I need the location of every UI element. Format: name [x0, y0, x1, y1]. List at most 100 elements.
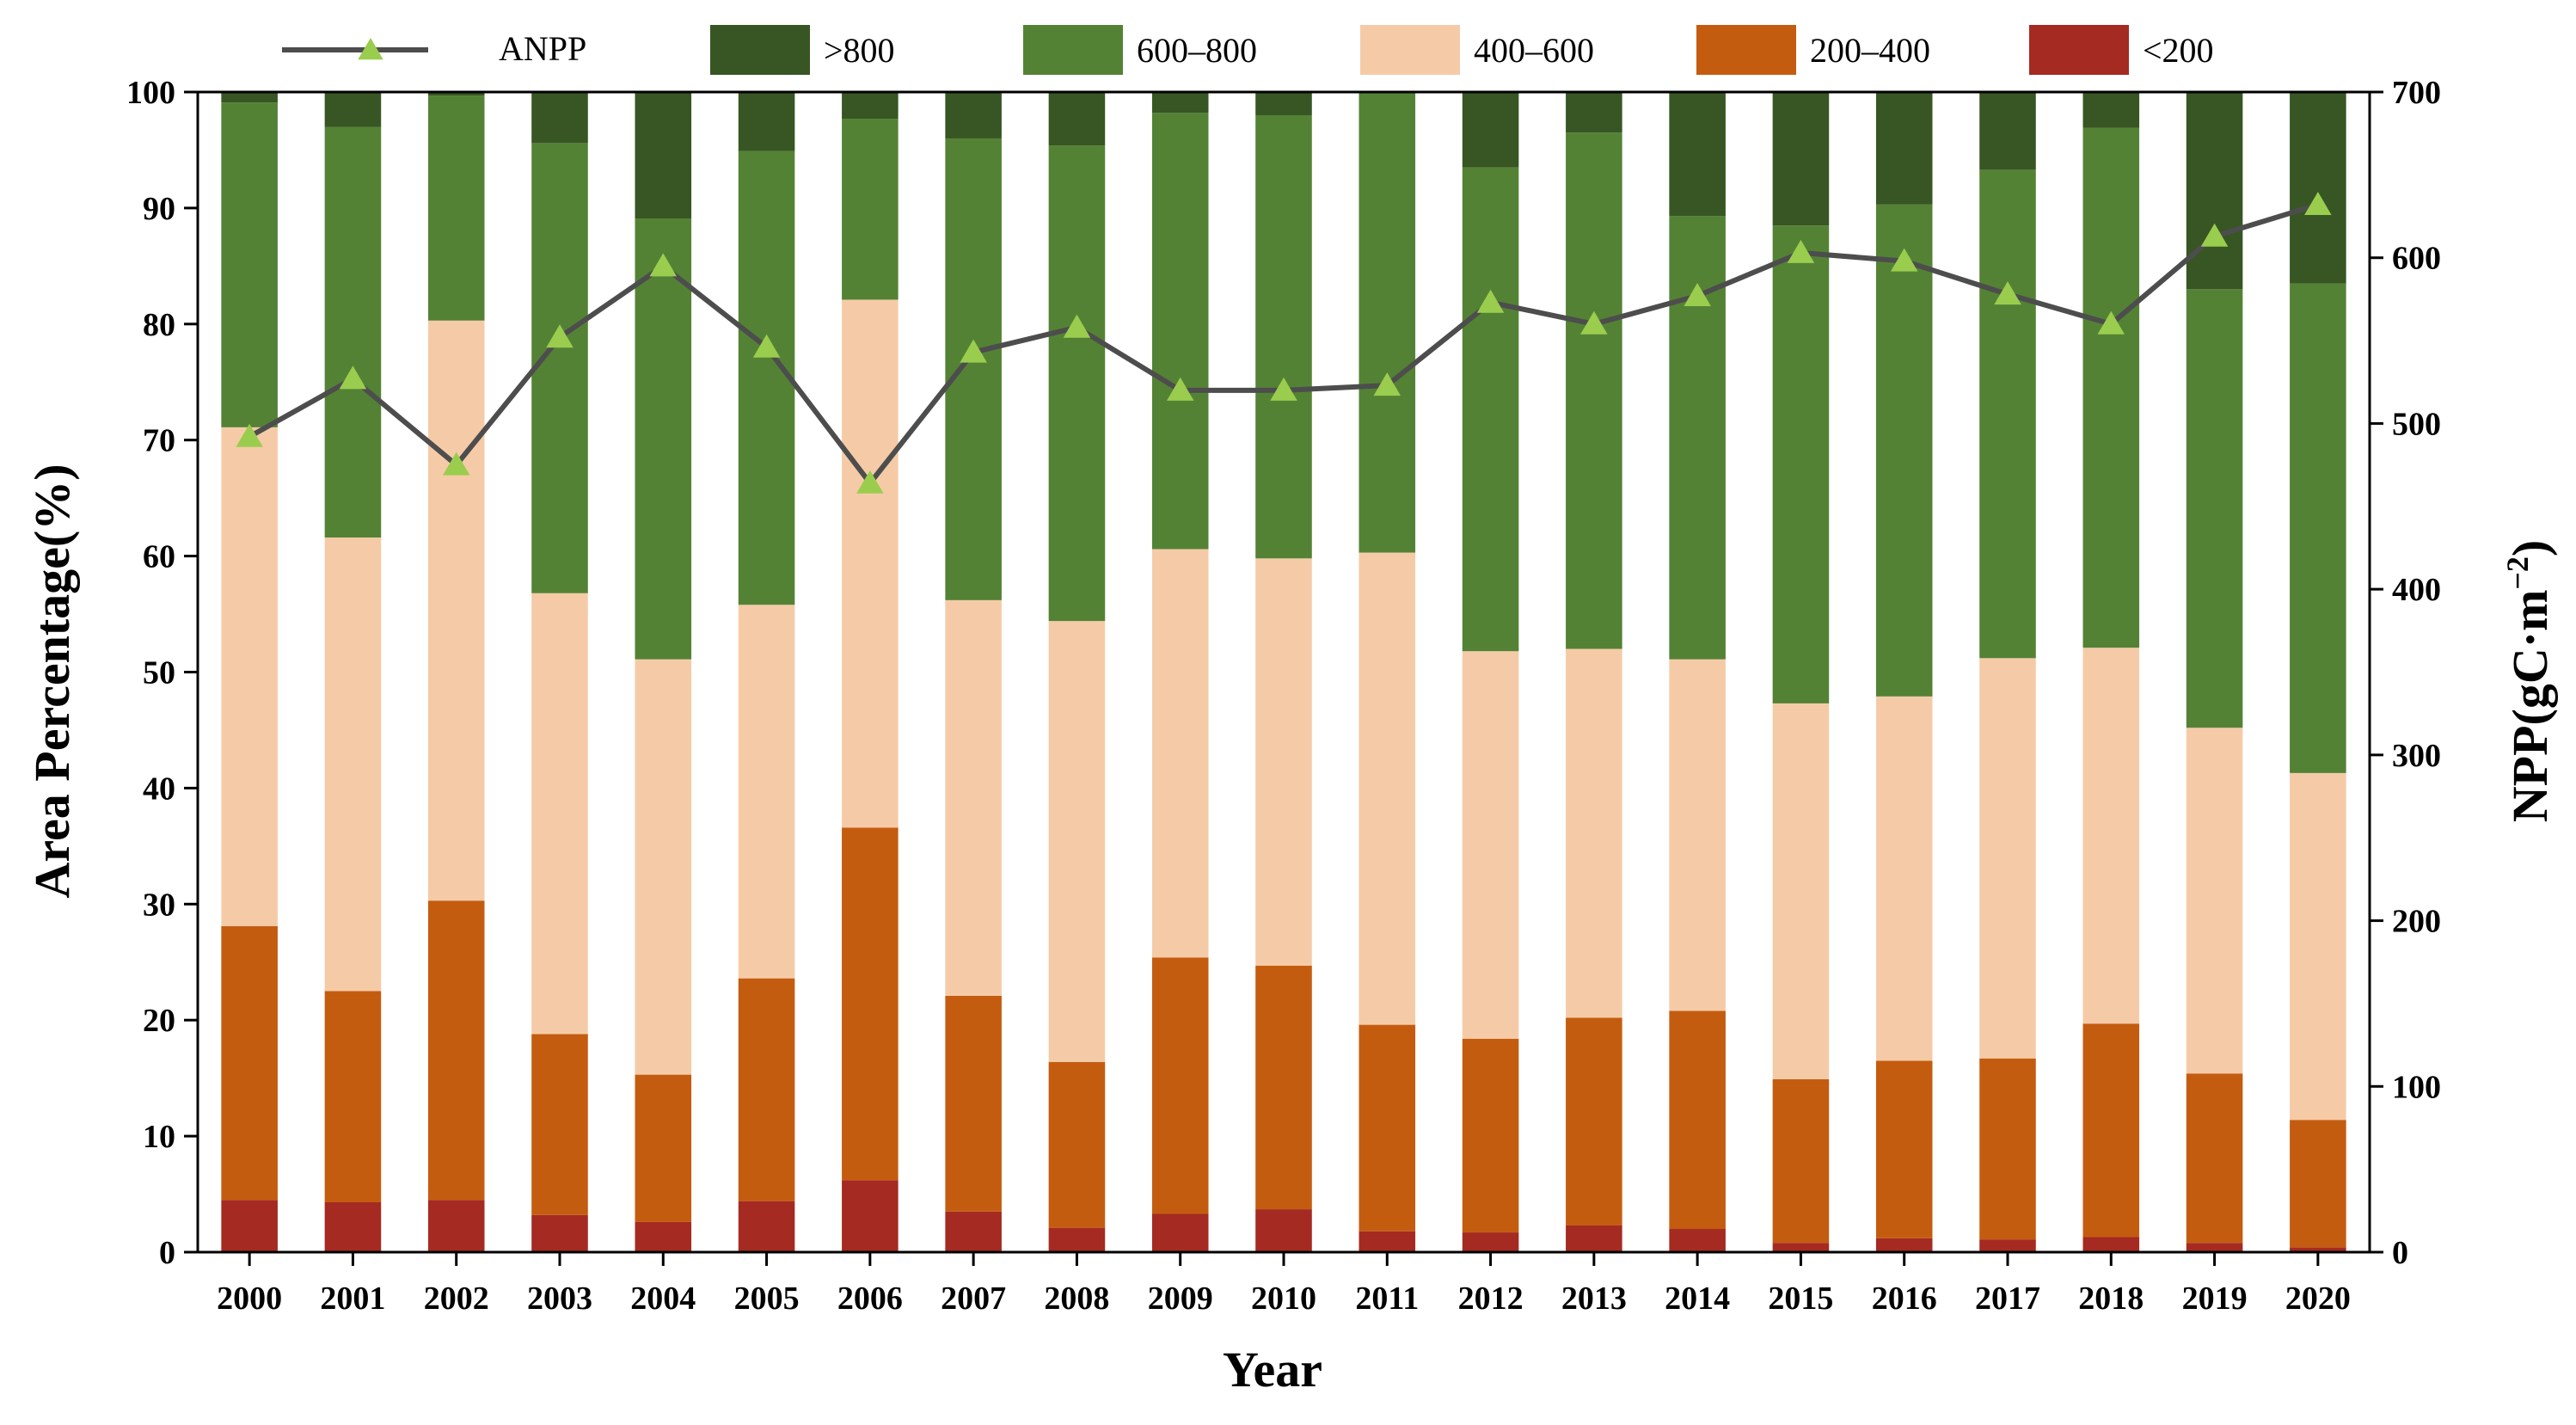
anpp-marker-2007	[960, 339, 987, 363]
bar-lt-200-2020	[2290, 1247, 2346, 1252]
y-tick-label-20: 20	[143, 1003, 175, 1039]
bar-400-600-2013	[1566, 648, 1622, 1018]
anpp-marker-2014	[1684, 283, 1711, 306]
x-tick-label-2018: 2018	[2078, 1281, 2144, 1317]
bar-600-800-2017	[1979, 169, 2036, 659]
bar-600-800-2019	[2186, 289, 2243, 728]
anpp-marker-2001	[339, 365, 367, 390]
bar-600-800-2015	[1772, 225, 1830, 703]
anpp-marker-2017	[1994, 281, 2021, 305]
bar-gt-800-2016	[1875, 92, 1933, 205]
bar-600-800-2005	[738, 150, 795, 605]
x-tick-label-2000: 2000	[217, 1281, 282, 1317]
bar-200-400-2006	[842, 827, 899, 1181]
anpp-marker-2005	[752, 334, 781, 358]
bar-gt-800-2010	[1255, 92, 1312, 115]
anpp-marker-2019	[2200, 223, 2229, 247]
bar-200-400-2001	[324, 991, 382, 1202]
bar-200-400-2005	[738, 978, 795, 1201]
bar-400-600-2010	[1255, 558, 1312, 966]
bar-lt-200-2000	[221, 1200, 278, 1252]
y2-tick-label-400: 400	[2392, 572, 2441, 608]
bar-lt-200-2011	[1359, 1231, 1416, 1252]
y-tick-label-0: 0	[159, 1235, 175, 1271]
x-tick-label-2014: 2014	[1665, 1281, 1730, 1317]
legend-marker-anpp	[358, 38, 383, 60]
bar-400-600-2014	[1669, 659, 1726, 1011]
y2-tick-label-700: 700	[2392, 75, 2441, 111]
anpp-marker-2012	[1476, 289, 1505, 313]
bar-lt-200-2007	[945, 1211, 1002, 1252]
bar-200-400-2016	[1875, 1060, 1933, 1238]
bar-200-400-2010	[1255, 965, 1312, 1210]
y-tick-label-30: 30	[143, 887, 175, 923]
bar-lt-200-2010	[1255, 1209, 1312, 1252]
x-tick-label-2016: 2016	[1872, 1281, 1937, 1317]
bar-600-800-2001	[324, 126, 382, 538]
bar-lt-200-2008	[1048, 1227, 1106, 1252]
bar-200-400-2020	[2290, 1120, 2346, 1248]
bar-600-800-2002	[427, 95, 485, 321]
bar-400-600-2016	[1875, 696, 1933, 1061]
bar-400-600-2006	[842, 299, 899, 828]
bar-400-600-2012	[1462, 651, 1519, 1039]
anpp-marker-2003	[546, 324, 573, 348]
bar-gt-800-2012	[1462, 92, 1519, 168]
bar-600-800-2020	[2290, 283, 2346, 773]
y2-tick-label-300: 300	[2392, 738, 2441, 774]
bar-600-800-2008	[1048, 145, 1106, 622]
bar-lt-200-2004	[635, 1221, 692, 1252]
y2-tick-label-200: 200	[2392, 904, 2441, 940]
bar-lt-200-2018	[2082, 1237, 2140, 1252]
anpp-marker-2010	[1270, 377, 1297, 401]
y-tick-label-10: 10	[143, 1119, 175, 1155]
bar-200-400-2004	[635, 1074, 692, 1222]
legend-label-400-600: 400–600	[1474, 31, 1594, 70]
bar-400-600-2020	[2290, 772, 2346, 1121]
bar-lt-200-2002	[427, 1200, 485, 1252]
bar-lt-200-2017	[1979, 1239, 2036, 1252]
anpp-marker-2002	[443, 451, 470, 476]
x-tick-label-2011: 2011	[1355, 1281, 1419, 1317]
legend-swatch-200-400	[1696, 25, 1796, 75]
bar-400-600-2009	[1151, 549, 1209, 958]
legend-swatch-gt-800	[710, 25, 810, 75]
bar-600-800-2006	[842, 119, 899, 300]
bar-600-800-2018	[2082, 127, 2140, 648]
bar-gt-800-2000	[221, 92, 278, 103]
bar-600-800-2003	[531, 143, 588, 593]
bar-200-400-2015	[1772, 1079, 1830, 1244]
bar-600-800-2000	[221, 102, 278, 427]
anpp-marker-2018	[2097, 310, 2125, 335]
anpp-marker-2009	[1167, 377, 1194, 401]
legend-swatch-400-600	[1360, 25, 1460, 75]
bar-lt-200-2014	[1669, 1229, 1726, 1252]
y-axis-title: Area Percentage(%)	[24, 464, 80, 898]
bar-400-600-2002	[427, 320, 485, 901]
x-tick-label-2019: 2019	[2182, 1281, 2248, 1317]
right-axis-ticks: 0 100 200 300 400 500 600 700	[2370, 75, 2441, 1271]
x-tick-label-2010: 2010	[1251, 1281, 1316, 1317]
legend-swatch-600-800	[1023, 25, 1123, 75]
bar-lt-200-2009	[1151, 1213, 1209, 1252]
bar-400-600-2000	[221, 427, 278, 926]
bar-400-600-2005	[738, 605, 795, 979]
x-tick-label-2006: 2006	[837, 1281, 903, 1317]
bar-gt-800-2009	[1151, 92, 1209, 114]
bar-200-400-2011	[1359, 1024, 1416, 1232]
bar-400-600-2007	[945, 599, 1002, 996]
bar-200-400-2008	[1048, 1061, 1106, 1228]
bar-400-600-2011	[1359, 552, 1416, 1025]
bar-200-400-2000	[221, 925, 278, 1201]
y2-tick-label-600: 600	[2392, 241, 2441, 277]
bar-gt-800-2005	[738, 92, 795, 151]
x-tick-label-2020: 2020	[2285, 1281, 2351, 1317]
bar-gt-800-2013	[1566, 92, 1622, 133]
bar-600-800-2004	[635, 218, 692, 660]
y2-tick-label-0: 0	[2392, 1235, 2408, 1271]
bar-600-800-2013	[1566, 132, 1622, 649]
anpp-marker-2000	[236, 423, 263, 447]
bar-lt-200-2003	[531, 1214, 588, 1252]
bar-lt-200-2015	[1772, 1243, 1830, 1252]
legend-swatch-lt-200	[2029, 25, 2129, 75]
